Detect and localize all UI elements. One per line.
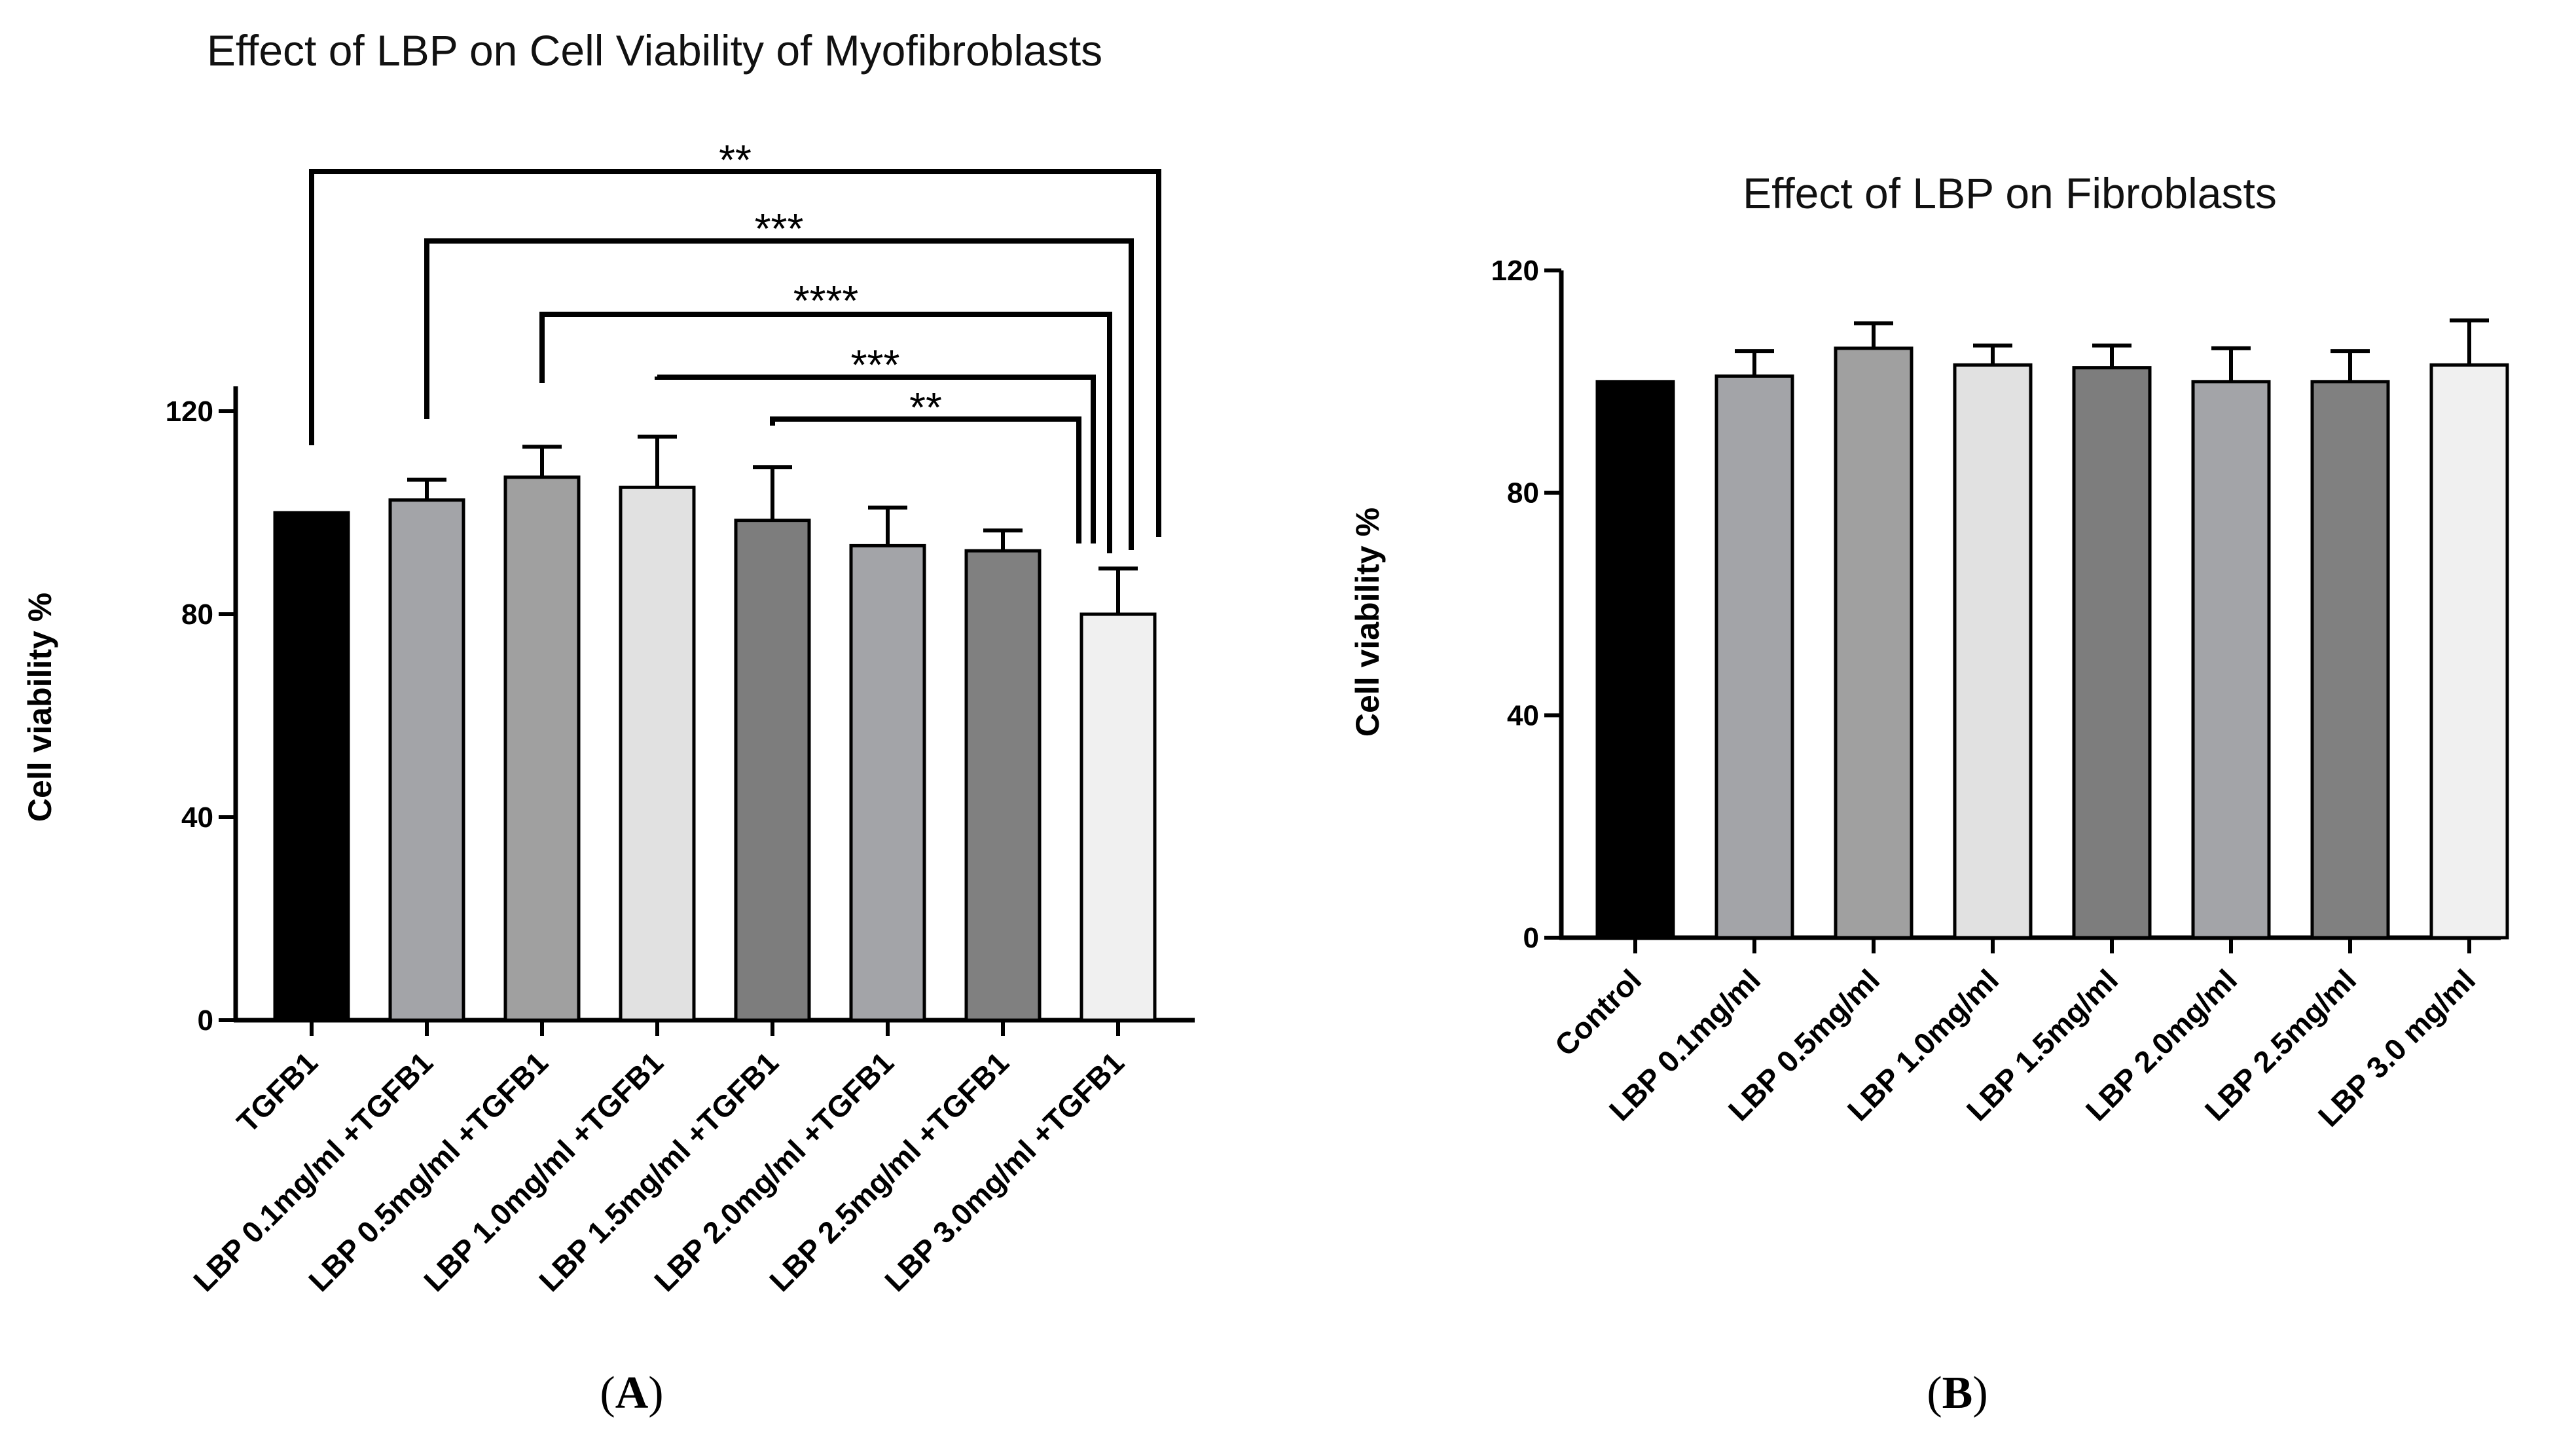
category-label-5: LBP 1.5mg/ml +TGFB1 xyxy=(532,1045,785,1298)
category-label-2: LBP 0.1mg/ml +TGFB1 xyxy=(187,1045,439,1298)
significance-bracket-2 xyxy=(424,238,1134,550)
bar-6 xyxy=(2191,380,2271,940)
bar-2 xyxy=(1714,374,1794,940)
bar-3 xyxy=(503,475,581,1022)
y-tick-label: 40 xyxy=(1507,699,1539,731)
significance-label-3: **** xyxy=(793,277,859,324)
y-axis-label: Cell viability % xyxy=(22,593,58,822)
bar-1 xyxy=(1595,380,1675,940)
chart-title: Effect of LBP on Cell Viability of Myofi… xyxy=(207,26,1102,75)
y-tick-label: 80 xyxy=(181,598,213,631)
y-tick-label: 120 xyxy=(1491,255,1539,287)
bar-2 xyxy=(388,498,465,1022)
bar-8 xyxy=(2429,363,2509,940)
bar-4 xyxy=(619,485,696,1022)
significance-bracket-5 xyxy=(770,416,1081,543)
category-label-3: LBP 0.5mg/ml +TGFB1 xyxy=(302,1045,554,1298)
category-label-4: LBP 1.0mg/ml +TGFB1 xyxy=(417,1045,670,1298)
y-tick-label: 120 xyxy=(166,396,213,428)
category-label-6: LBP 2.0mg/ml +TGFB1 xyxy=(647,1045,900,1298)
panel-label: (B) xyxy=(1927,1368,1987,1418)
y-tick-label: 80 xyxy=(1507,477,1539,509)
bar-7 xyxy=(964,549,1042,1022)
significance-bracket-4 xyxy=(655,375,1096,543)
chart-title: Effect of LBP on Fibroblasts xyxy=(1743,169,2277,217)
category-label-7: LBP 2.5mg/ml +TGFB1 xyxy=(763,1045,1015,1298)
bar-8 xyxy=(1079,612,1157,1022)
bar-3 xyxy=(1834,346,1914,940)
bar-5 xyxy=(2072,366,2152,940)
significance-bracket-1 xyxy=(309,169,1161,537)
chart-a: Effect of LBP on Cell Viability of Myofi… xyxy=(22,26,1195,1418)
bar-6 xyxy=(849,543,926,1022)
y-tick-label: 0 xyxy=(1523,922,1539,954)
chart-b: Effect of LBP on Fibroblasts Cell viabili… xyxy=(1349,169,2509,1418)
significance-bracket-3 xyxy=(539,312,1112,553)
category-label-8: LBP 3.0mg/ml +TGFB1 xyxy=(878,1045,1131,1298)
bar-5 xyxy=(734,519,811,1022)
bar-7 xyxy=(2310,380,2390,940)
bar-4 xyxy=(1953,363,2033,940)
y-tick-label: 0 xyxy=(198,1004,213,1037)
significance-label-4: *** xyxy=(851,341,900,388)
significance-label-1: ** xyxy=(719,136,752,183)
category-label-1: Control xyxy=(1548,963,1648,1062)
bar-1 xyxy=(273,511,350,1022)
significance-label-5: ** xyxy=(909,384,942,431)
y-tick-label: 40 xyxy=(181,801,213,834)
y-axis-label: Cell viability % xyxy=(1349,507,1386,737)
significance-label-2: *** xyxy=(755,205,804,252)
category-label-1: TGFB1 xyxy=(230,1045,324,1139)
panel-label: (A) xyxy=(600,1368,663,1418)
